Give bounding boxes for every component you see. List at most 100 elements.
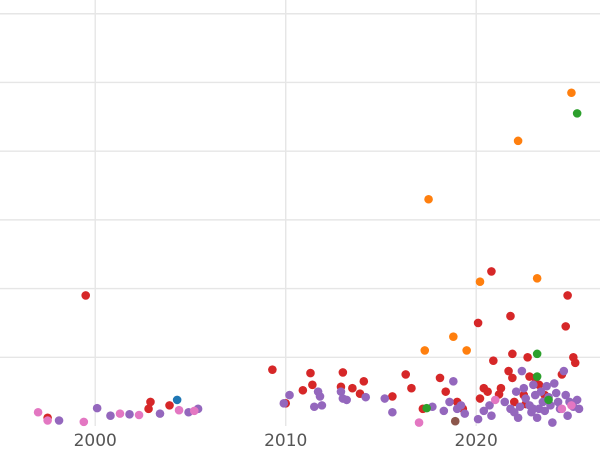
data-point-purple [92,403,102,413]
data-point-pink [490,395,500,405]
data-point-orange [513,136,523,146]
data-point-purple [309,402,319,412]
data-point-brown [450,416,460,426]
data-point-red [144,404,153,414]
data-point-red [509,397,519,407]
data-point-purple [361,392,371,402]
data-point-pink [557,404,567,414]
data-point-green [532,349,542,359]
data-point-pink [174,405,184,415]
data-point-purple [529,380,538,390]
data-point-red [268,365,277,374]
data-point-purple [315,392,325,401]
data-point-orange [420,346,430,355]
data-point-red [308,380,317,390]
grid [0,0,600,426]
data-point-red [473,318,483,328]
data-point-red [563,291,572,300]
data-point-purple [559,366,569,376]
data-point-red [338,368,348,377]
data-point-pink [189,406,199,416]
data-point-purple [500,397,510,407]
data-point-red [348,383,357,393]
x-axis-ticks: 2000 2010 2020 [74,431,498,450]
data-point-purple [540,406,550,416]
data-point-purple [529,404,538,414]
data-point-purple [456,401,466,410]
data-point-red [483,387,492,396]
data-point-purple [532,413,542,423]
data-point-green [572,109,582,118]
data-point-pink [567,401,576,410]
data-point-green [422,403,431,413]
data-point-red [165,401,174,410]
data-point-red [506,311,515,321]
data-point-pink [115,409,125,418]
data-point-orange [532,273,542,283]
data-point-purple [521,394,531,403]
data-point-red [298,385,308,395]
data-point-pink [43,416,52,425]
data-point-purple [485,401,494,410]
data-point-orange [424,194,433,204]
data-point-purple [336,387,346,396]
data-point-blue [172,395,182,405]
data-point-purple [511,387,521,396]
data-point-purple [279,399,289,408]
x-tick-label: 2020 [455,431,498,450]
data-point-red [508,373,517,383]
x-tick-label: 2010 [264,431,307,450]
data-point-purple [515,402,525,412]
data-point-red [475,394,485,403]
data-point-green [532,372,542,381]
data-point-red [81,291,91,300]
data-point-purple [553,397,563,407]
data-point-purple [380,394,390,403]
data-point-red [508,349,517,359]
data-point-red [489,356,498,366]
data-point-purple [473,414,483,424]
data-point-purple [513,413,523,423]
data-point-red [407,383,416,393]
data-point-red [561,322,571,331]
data-point-pink [134,410,144,420]
x-tick-label: 2000 [74,431,117,450]
data-point-red [570,358,580,368]
data-point-purple [155,409,165,418]
data-point-red [496,383,506,393]
data-point-purple [479,406,489,416]
data-point-red [435,373,445,383]
data-point-red [487,267,496,276]
data-point-orange [567,88,576,98]
data-point-purple [561,390,571,400]
data-point-red [306,368,315,378]
data-point-purple [445,397,454,407]
data-point-orange [462,346,471,355]
data-point-purple [460,409,470,418]
data-point-orange [449,332,458,341]
data-point-purple [487,411,496,420]
data-point-purple [548,418,557,427]
data-points [33,88,584,427]
data-point-red [523,352,532,362]
data-point-red [401,370,411,379]
data-point-purple [342,395,351,405]
data-point-pink [414,418,424,427]
data-point-purple [517,366,527,376]
data-point-green [544,395,553,405]
data-point-orange [475,277,485,287]
data-point-pink [79,417,89,427]
data-point-red [359,377,369,386]
data-point-red [146,397,155,407]
data-point-red [504,366,513,376]
data-point-purple [54,416,64,425]
data-point-red [388,392,397,401]
data-point-purple [449,377,458,386]
data-point-purple [563,411,572,420]
data-point-purple [551,388,561,398]
data-point-purple [125,410,134,419]
data-point-pink [33,407,43,417]
